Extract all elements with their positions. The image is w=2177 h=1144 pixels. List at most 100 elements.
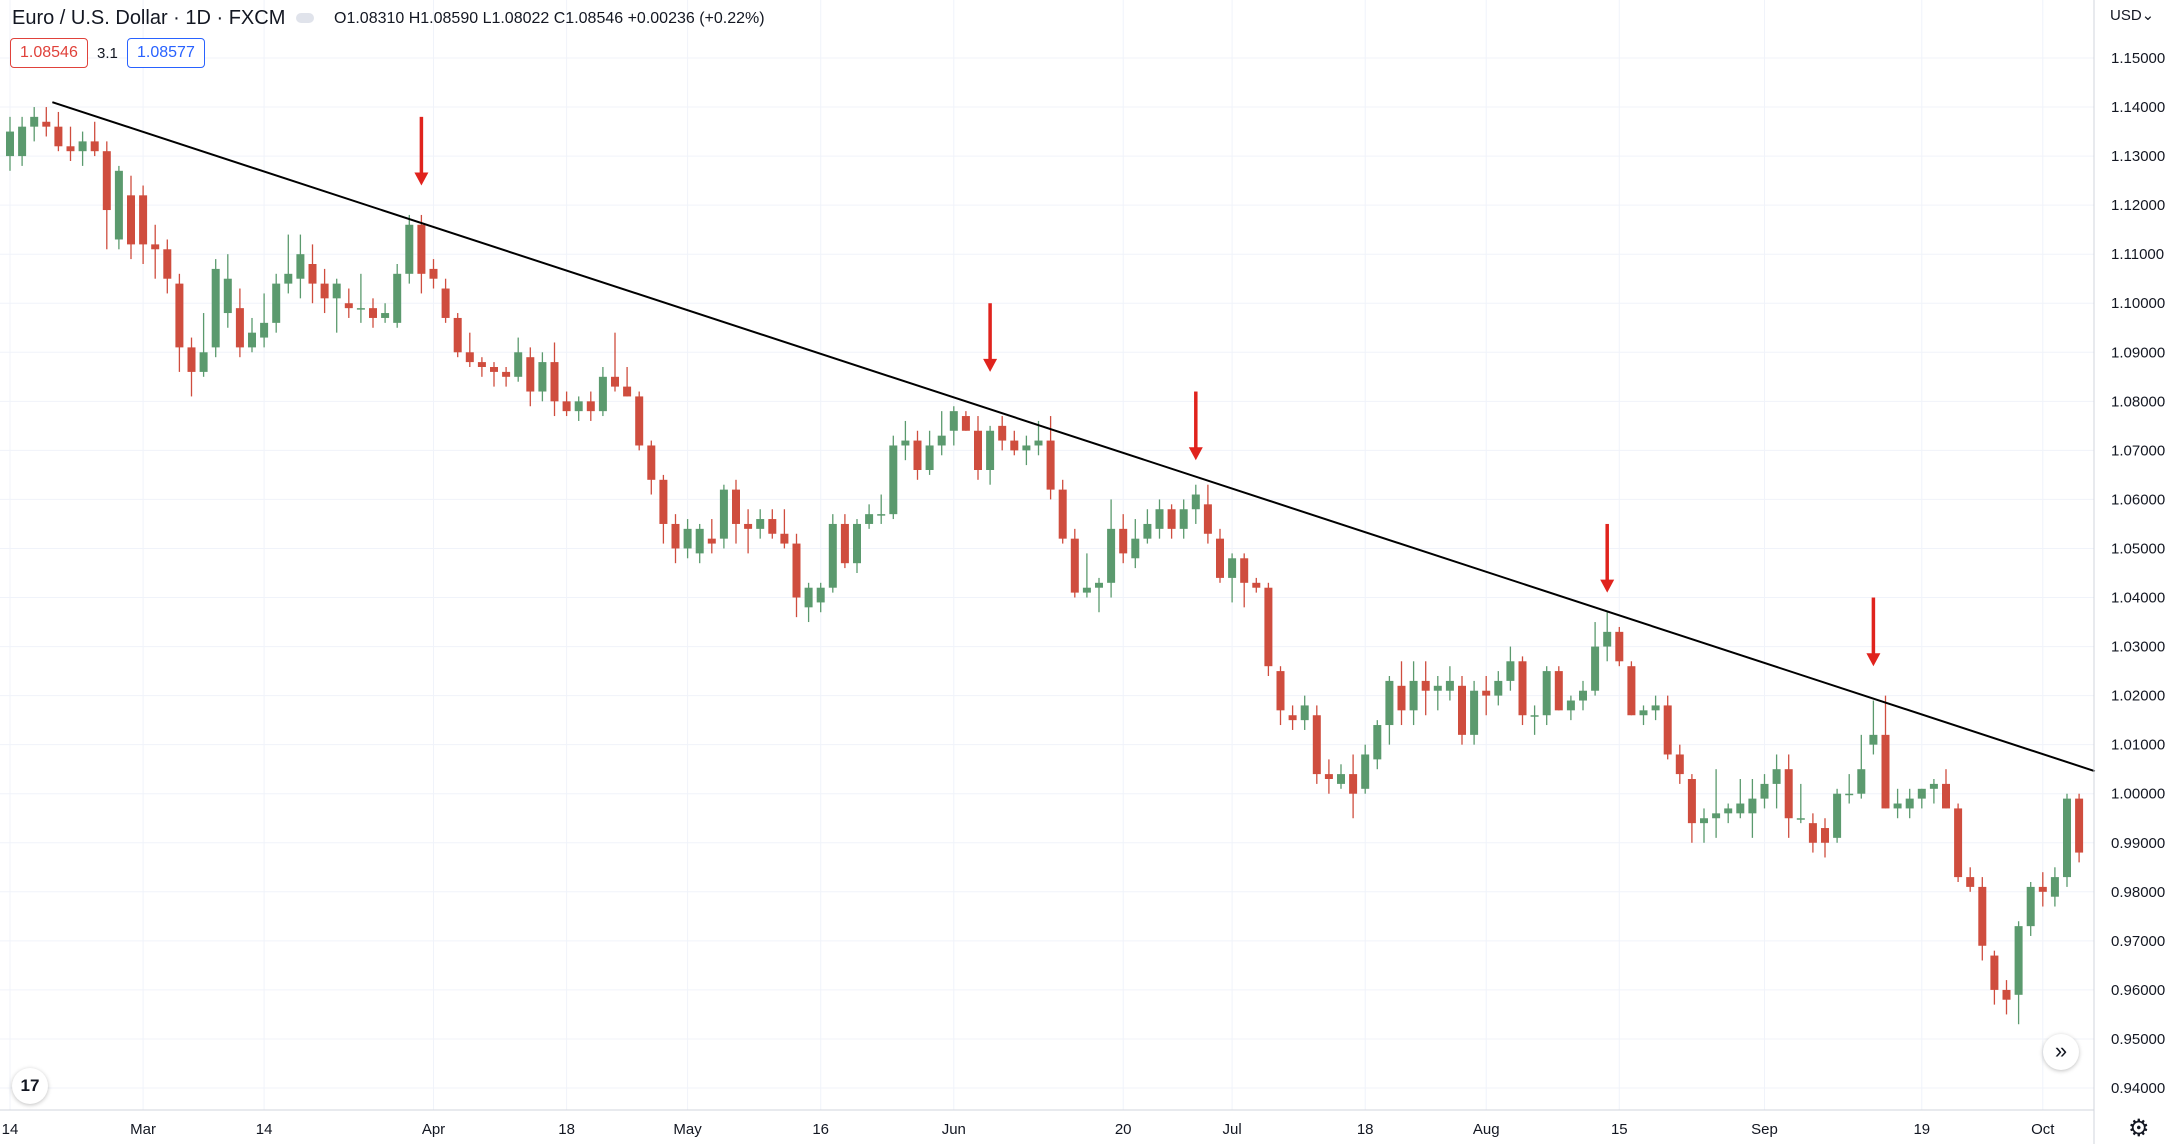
x-tick-label: Jun: [942, 1121, 966, 1138]
candle: [502, 367, 511, 387]
candle: [2050, 867, 2059, 907]
x-tick-label: 16: [812, 1121, 829, 1138]
candle: [1470, 680, 1479, 745]
candle: [199, 313, 208, 377]
x-tick-label: May: [673, 1121, 702, 1138]
candle-body: [974, 430, 982, 470]
candle-body: [320, 283, 329, 299]
candle-body: [42, 121, 51, 127]
candle: [816, 582, 825, 613]
candle-body: [139, 195, 148, 245]
candle: [719, 484, 728, 549]
candle-body: [441, 288, 450, 318]
candle: [1421, 661, 1430, 716]
tradingview-logo-icon[interactable]: 17: [12, 1068, 48, 1104]
candle: [1821, 818, 1829, 858]
y-tick-label: 1.05000: [2111, 540, 2165, 557]
candle: [1530, 705, 1539, 735]
candle-body: [1228, 558, 1237, 578]
candle: [30, 107, 39, 142]
candle-body: [1651, 705, 1660, 711]
candle-body: [840, 523, 849, 564]
candle: [1179, 499, 1188, 539]
candle-body: [1506, 661, 1515, 681]
candle-body: [949, 411, 958, 431]
candle: [2038, 872, 2047, 907]
candle: [42, 107, 51, 137]
candle: [1494, 671, 1503, 706]
price-axis[interactable]: 1.15000 1.14000 1.13000 1.12000 1.11000 1.100…: [2093, 0, 2165, 1144]
candle-body: [127, 195, 135, 245]
candle-body: [405, 224, 414, 274]
candle: [986, 425, 995, 485]
y-tick-label: 1.13000: [2111, 148, 2165, 165]
time-axis[interactable]: 14 Mar 14 Apr 18 May 16 Jun 20 Jul 18 Aug 15 Sep 19 Oct: [0, 1109, 2094, 1138]
candle: [1542, 666, 1551, 726]
x-tick-label: Apr: [422, 1121, 445, 1138]
candle-body: [199, 352, 208, 372]
candle: [695, 523, 704, 564]
candle-body: [1119, 528, 1128, 554]
chart-grid: [0, 0, 2094, 1110]
arrow-down-icon: [1188, 391, 1203, 461]
candle: [1954, 803, 1963, 882]
ask-price-button[interactable]: 1.08577: [127, 38, 205, 68]
candle: [2002, 980, 2011, 1015]
y-tick-label: 1.15000: [2111, 50, 2165, 67]
candle-body: [1276, 671, 1285, 711]
candle-body: [998, 425, 1007, 441]
candle-body: [1288, 715, 1297, 721]
candle: [1554, 666, 1563, 711]
candle-body: [296, 254, 305, 279]
candle-body: [356, 308, 365, 310]
symbol-title[interactable]: Euro / U.S. Dollar · 1D · FXCM: [12, 7, 286, 29]
candle-body: [284, 273, 293, 284]
arrow-head: [1600, 579, 1615, 593]
candle: [925, 430, 934, 475]
arrow-down-icon: [1866, 597, 1881, 667]
candle: [1687, 774, 1696, 843]
candle: [114, 165, 123, 250]
candle: [889, 435, 898, 520]
candle-body: [248, 332, 256, 348]
candle: [1881, 695, 1890, 809]
candle: [429, 259, 438, 289]
candle: [211, 259, 220, 358]
candle-body: [1107, 528, 1116, 583]
candle: [1905, 788, 1914, 819]
gear-icon[interactable]: ⚙: [2128, 1115, 2150, 1142]
candle: [877, 494, 886, 524]
candle: [611, 332, 619, 392]
currency-selector[interactable]: USD⌄: [2110, 6, 2154, 24]
candle: [1966, 867, 1975, 892]
scroll-to-realtime-icon[interactable]: »: [2043, 1034, 2079, 1070]
arrow-head: [1188, 447, 1203, 461]
candle: [2014, 921, 2023, 1025]
candle: [804, 582, 813, 623]
candle-body: [913, 440, 922, 470]
candle: [490, 362, 498, 387]
candle: [1760, 774, 1769, 809]
candle-body: [1530, 715, 1539, 717]
y-tick-label: 0.99000: [2111, 835, 2165, 852]
candle: [453, 313, 462, 358]
candle: [1748, 779, 1757, 838]
bid-price-button[interactable]: 1.08546: [10, 38, 88, 68]
candle-body: [756, 519, 765, 529]
candle: [1373, 720, 1382, 770]
candle: [1615, 626, 1624, 667]
candle: [998, 416, 1007, 451]
ohlc-readout: O1.08310 H1.08590 L1.08022 C1.08546 +0.0…: [334, 10, 765, 27]
candle-body: [611, 376, 619, 387]
candle-body: [1095, 582, 1103, 588]
candle: [1131, 519, 1140, 569]
candle-body: [18, 126, 27, 157]
candle-body: [369, 308, 377, 318]
candle: [732, 479, 740, 544]
candle: [1143, 509, 1152, 544]
candle-body: [1082, 587, 1091, 593]
candle-body: [1361, 754, 1370, 789]
candle: [1155, 499, 1164, 539]
candle: [756, 509, 765, 539]
